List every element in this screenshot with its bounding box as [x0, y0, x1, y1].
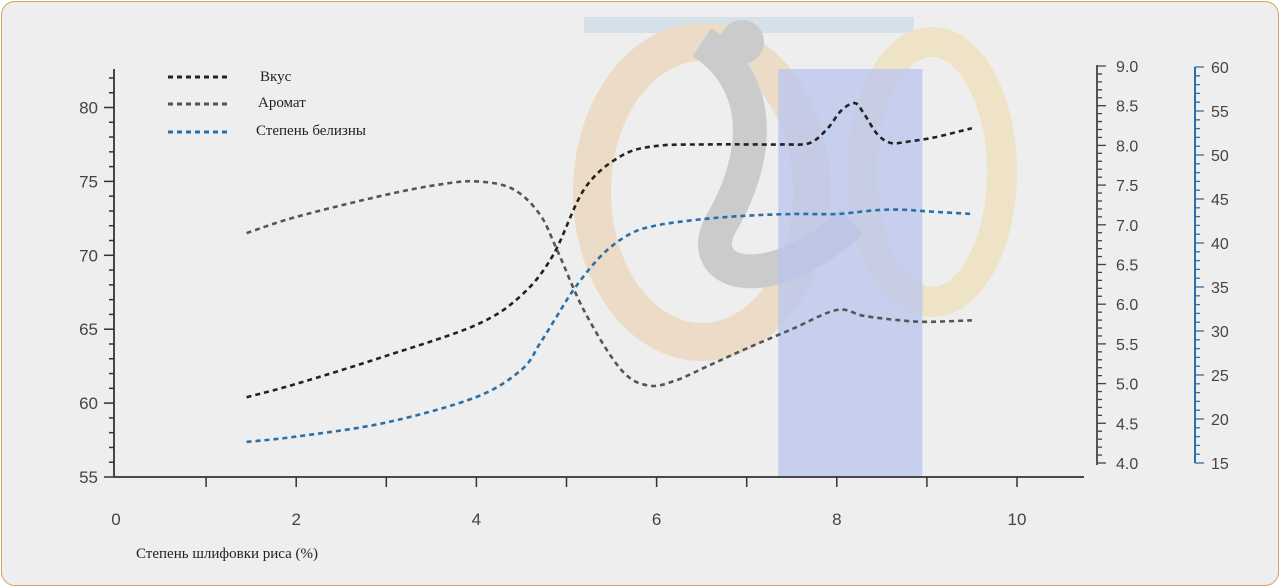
legend-item-aroma: Аромат	[168, 95, 306, 111]
bottom-tick-label: 4	[472, 510, 481, 529]
bottom-axis: 0 2 4 6 8 10	[111, 476, 1084, 529]
bottom-tick-label: 2	[291, 510, 300, 529]
right-axis-2-ticks: 15 20 25 30 35 40 45 50 55 60	[1195, 60, 1229, 473]
r1-tick-label: 6.5	[1116, 258, 1138, 275]
bottom-tick-label: 0	[111, 510, 120, 529]
bottom-tick-label: 10	[1008, 510, 1027, 529]
left-axis: 55 60 65 70 75 80	[79, 69, 115, 487]
right-axis-1: 4.0 4.5 5.0 5.5 6.0 6.5 7.0 7.5 8.0 8.5 9.0	[1096, 59, 1138, 473]
r1-tick-label: 7.5	[1116, 178, 1138, 195]
r1-tick-label: 4.5	[1116, 416, 1138, 433]
r2-tick-label: 20	[1211, 412, 1229, 429]
left-tick-label: 55	[79, 468, 98, 487]
r2-tick-label: 45	[1211, 192, 1229, 209]
legend: Вкус Аромат Степень белизны	[168, 69, 366, 139]
series-line-aroma	[246, 179, 972, 388]
highlight-band-layer	[778, 69, 923, 477]
r1-tick-label: 8.5	[1116, 99, 1138, 116]
r2-tick-label: 35	[1211, 280, 1229, 297]
r1-tick-label: 8.0	[1116, 138, 1138, 155]
watermark-figure	[691, 27, 864, 289]
highlight-band	[778, 69, 923, 477]
r2-tick-label: 55	[1211, 104, 1229, 121]
r2-tick-label: 50	[1211, 148, 1229, 165]
left-axis-ticks: 55 60 65 70 75 80	[79, 77, 114, 487]
legend-label-taste: Вкус	[260, 69, 292, 85]
r1-tick-label: 7.0	[1116, 218, 1138, 235]
series-line-taste	[246, 101, 973, 399]
right-axis-2: 15 20 25 30 35 40 45 50 55 60	[1194, 60, 1229, 473]
r1-tick-label: 6.0	[1116, 297, 1138, 314]
series-layer	[246, 101, 973, 444]
r1-tick-label: 4.0	[1116, 456, 1138, 473]
legend-item-whiteness: Степень белизны	[168, 123, 366, 139]
right-axis-1-ticks: 4.0 4.5 5.0 5.5 6.0 6.5 7.0 7.5 8.0 8.5 9.0	[1097, 59, 1138, 473]
r2-tick-label: 15	[1211, 456, 1229, 473]
left-tick-label: 60	[79, 394, 98, 413]
legend-label-aroma: Аромат	[258, 95, 306, 111]
bottom-tick-label: 8	[832, 510, 841, 529]
left-tick-label: 65	[79, 320, 98, 339]
r1-tick-label: 5.5	[1116, 337, 1138, 354]
r2-tick-label: 30	[1211, 324, 1229, 341]
bottom-axis-ticks: 0 2 4 6 8 10	[111, 477, 1026, 529]
left-tick-label: 80	[79, 99, 98, 118]
r2-tick-label: 25	[1211, 368, 1229, 385]
r2-tick-label: 40	[1211, 236, 1229, 253]
left-tick-label: 75	[79, 172, 98, 191]
r2-tick-label: 60	[1211, 60, 1229, 77]
legend-item-taste: Вкус	[168, 69, 292, 85]
left-tick-label: 70	[79, 246, 98, 265]
watermark-head	[720, 20, 764, 64]
bottom-tick-label: 6	[652, 510, 661, 529]
x-axis-label: Степень шлифовки риса (%)	[136, 546, 318, 562]
r1-tick-label: 5.0	[1116, 377, 1138, 394]
watermark-band	[584, 17, 914, 33]
series-line-whiteness	[246, 208, 972, 444]
legend-label-whiteness: Степень белизны	[256, 123, 366, 139]
r1-tick-label: 9.0	[1116, 59, 1138, 76]
